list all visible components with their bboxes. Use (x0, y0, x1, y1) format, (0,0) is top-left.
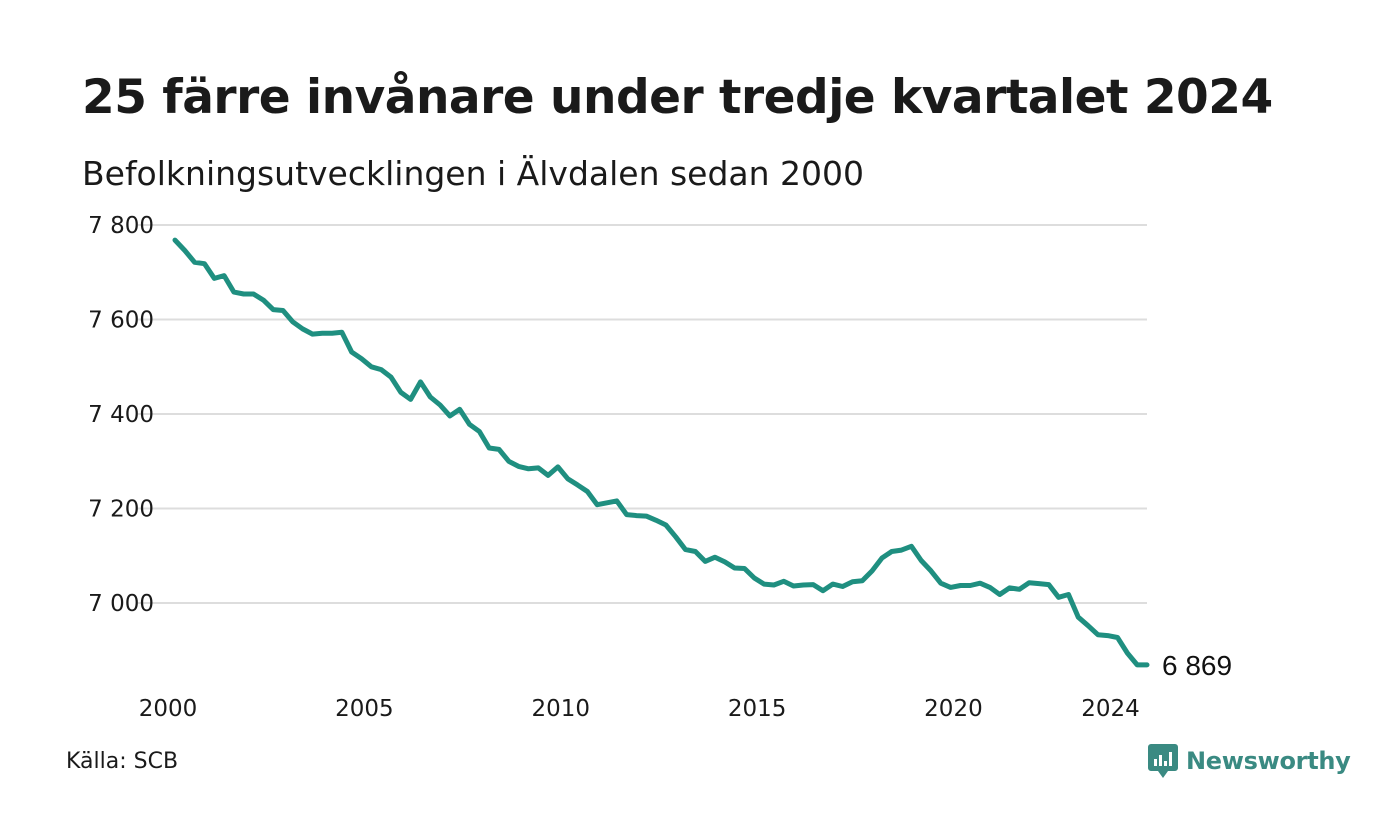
x-tick-label: 2015 (728, 696, 787, 722)
x-tick-label: 2010 (531, 696, 590, 722)
chart-subtitle: Befolkningsutvecklingen i Älvdalen sedan… (82, 154, 865, 193)
x-tick-label: 2020 (924, 696, 983, 722)
y-axis-ticks: 7 000 7 200 7 400 7 600 7 800 (88, 213, 154, 617)
x-axis-ticks: 2000 2005 2010 2015 2020 2024 (139, 696, 1140, 722)
end-value-label: 6 869 (1162, 650, 1232, 681)
gridlines (138, 224, 1147, 604)
source-note: Källa: SCB (66, 749, 179, 774)
y-tick-label: 7 200 (88, 497, 154, 523)
x-tick-label: 2005 (335, 696, 394, 722)
series-group: 6 869 (172, 237, 1232, 681)
newsworthy-logo[interactable]: Newsworthy (1148, 742, 1351, 780)
series-line (172, 237, 1150, 668)
x-tick-label: 2024 (1081, 696, 1140, 722)
logo-text: Newsworthy (1186, 747, 1351, 775)
y-tick-label: 7 800 (88, 213, 154, 239)
y-tick-label: 7 400 (88, 402, 154, 428)
x-tick-label: 2000 (139, 696, 198, 722)
y-tick-label: 7 000 (88, 591, 154, 617)
chart-title: 25 färre invånare under tredje kvartalet… (82, 70, 1273, 125)
y-tick-label: 7 600 (88, 308, 154, 334)
newsworthy-chart-icon (1148, 744, 1178, 778)
